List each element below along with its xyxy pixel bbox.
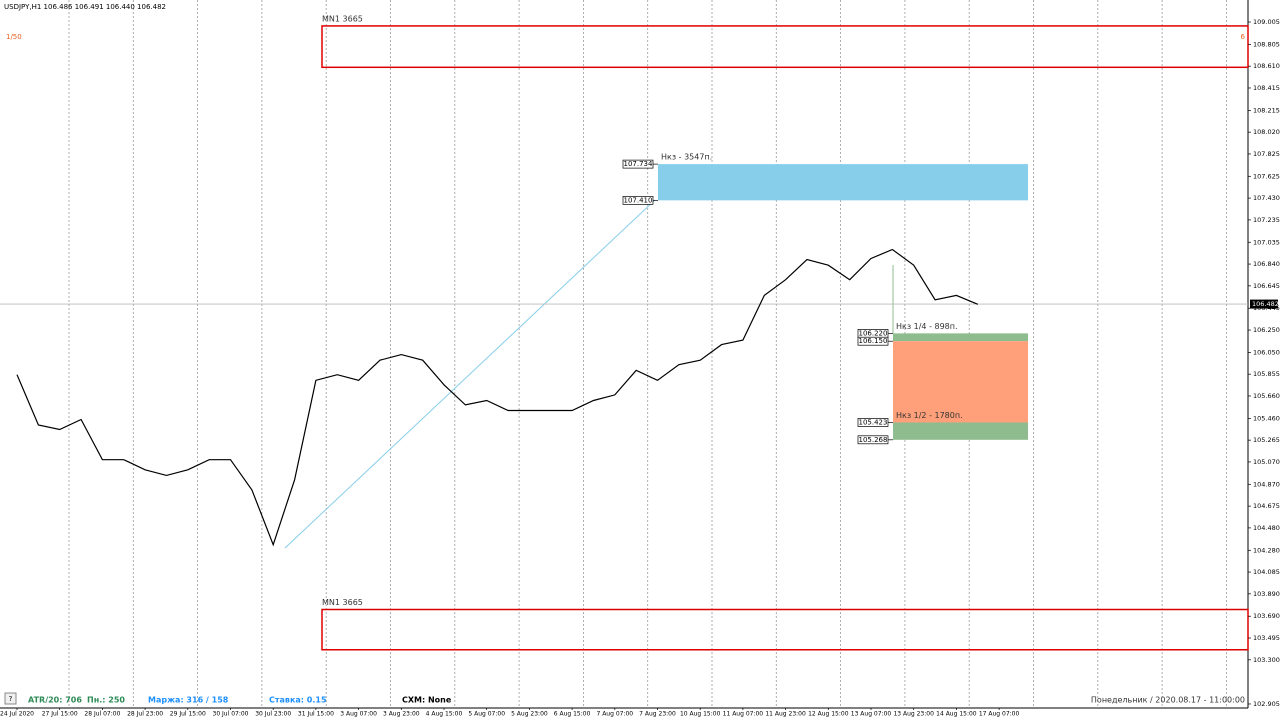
zone-label: Нкз - 3547п.: [661, 153, 712, 162]
y-tick-label: 105.460: [1253, 414, 1280, 422]
y-tick-label: 103.890: [1253, 590, 1280, 598]
x-tick-label: 30 Jul 23:00: [255, 711, 291, 718]
rate: Ставка: 0.15: [269, 696, 327, 705]
x-tick-label: 28 Jul 07:00: [84, 711, 120, 718]
price-tag: 105.423: [859, 418, 888, 426]
x-tick-label: 4 Aug 15:00: [426, 711, 463, 718]
y-tick-label: 107.825: [1253, 150, 1280, 158]
price-tag: 107.734: [624, 160, 653, 168]
price-tag: 107.410: [624, 196, 653, 204]
x-tick-label: 11 Aug 23:00: [765, 711, 806, 718]
y-tick-label: 105.265: [1253, 436, 1280, 444]
pn: Пн.: 250: [87, 696, 125, 705]
zone: [321, 25, 1249, 69]
zone-label: Нкз 1/4 - 898п.: [896, 322, 958, 331]
y-tick-label: 104.675: [1253, 502, 1280, 510]
x-tick-label: 29 Jul 15:00: [170, 711, 206, 718]
y-tick-label: 104.085: [1253, 568, 1280, 576]
x-tick-label: 24 Jul 2020: [0, 711, 34, 718]
y-tick-label: 103.495: [1253, 634, 1280, 642]
x-tick-label: 5 Aug 07:00: [468, 711, 505, 718]
y-tick-label: 104.870: [1253, 480, 1280, 488]
x-tick-label: 11 Aug 07:00: [723, 711, 764, 718]
y-tick-label: 108.415: [1253, 84, 1280, 92]
x-tick-label: 13 Aug 23:00: [893, 711, 934, 718]
y-tick-label: 108.610: [1253, 62, 1280, 70]
x-tick-label: 10 Aug 15:00: [680, 711, 721, 718]
zone: [893, 333, 1028, 342]
y-tick-label: 104.480: [1253, 524, 1280, 532]
y-tick-label: 107.430: [1253, 194, 1280, 202]
x-tick-label: 5 Aug 23:00: [511, 711, 548, 718]
symbol-info: USDJPY,H1 106.486 106.491 106.440 106.48…: [4, 3, 166, 11]
y-tick-label: 107.035: [1253, 238, 1280, 246]
cxm: CXM: None: [402, 696, 452, 705]
x-tick-label: 28 Jul 23:00: [127, 711, 163, 718]
y-tick-label: 103.300: [1253, 656, 1280, 664]
x-tick-label: 13 Aug 07:00: [851, 711, 892, 718]
corner-right: 6: [1241, 33, 1246, 41]
zone: [893, 341, 1028, 423]
trend-line: [284, 199, 656, 549]
corner-left: 1/50: [6, 33, 22, 41]
y-tick-label: 108.215: [1253, 106, 1280, 114]
y-tick-label: 108.020: [1253, 128, 1280, 136]
help-icon: ?: [9, 695, 13, 703]
x-tick-label: 6 Aug 15:00: [554, 711, 591, 718]
y-tick-label: 106.050: [1253, 348, 1280, 356]
x-tick-label: 17 Aug 07:00: [979, 711, 1020, 718]
zone: [321, 608, 1249, 651]
x-tick-label: 30 Jul 07:00: [213, 711, 249, 718]
help-button[interactable]: [4, 692, 17, 705]
price-line: [16, 248, 979, 547]
y-tick-label: 106.840: [1253, 260, 1280, 268]
price-tag: 105.268: [859, 436, 888, 444]
margin: Маржа: 316 / 158: [148, 696, 229, 705]
datetime: Понедельник / 2020.08.17 - 11:00:00: [1091, 696, 1245, 705]
current-price-label: 106.482: [1252, 300, 1279, 308]
x-tick-label: 7 Aug 07:00: [596, 711, 633, 718]
x-tick-label: 7 Aug 23:00: [639, 711, 676, 718]
y-tick-label: 103.690: [1253, 612, 1280, 620]
zone: [658, 164, 1028, 201]
y-tick-label: 107.625: [1253, 172, 1280, 180]
x-tick-label: 31 Jul 15:00: [298, 711, 334, 718]
y-tick-label: 107.235: [1253, 216, 1280, 224]
x-tick-label: 14 Aug 15:00: [936, 711, 977, 718]
x-tick-label: 27 Jul 15:00: [42, 711, 78, 718]
price-tag: 106.220: [859, 329, 888, 337]
y-tick-label: 105.660: [1253, 392, 1280, 400]
y-tick-label: 106.250: [1253, 326, 1280, 334]
y-tick-label: 105.070: [1253, 458, 1280, 466]
zone-label: MN1 3665: [322, 598, 363, 607]
x-tick-label: 3 Aug 07:00: [340, 711, 377, 718]
x-tick-label: 3 Aug 23:00: [383, 711, 420, 718]
x-tick-label: 12 Aug 15:00: [808, 711, 849, 718]
zone-label: Нкз 1/2 - 1780п.: [896, 411, 963, 420]
zone-label: MN1 3665: [322, 14, 363, 23]
y-tick-label: 108.805: [1253, 40, 1280, 48]
y-tick-label: 106.645: [1253, 282, 1280, 290]
current-price-box: [1250, 299, 1278, 309]
zone: [893, 422, 1028, 440]
y-tick-label: 105.855: [1253, 370, 1280, 378]
y-tick-label: 104.280: [1253, 546, 1280, 554]
y-tick-label: 109.005: [1253, 18, 1280, 26]
price-tag: 106.150: [859, 337, 888, 345]
atr: ATR/20: 706: [28, 696, 82, 705]
y-tick-label: 102.905: [1253, 700, 1280, 708]
